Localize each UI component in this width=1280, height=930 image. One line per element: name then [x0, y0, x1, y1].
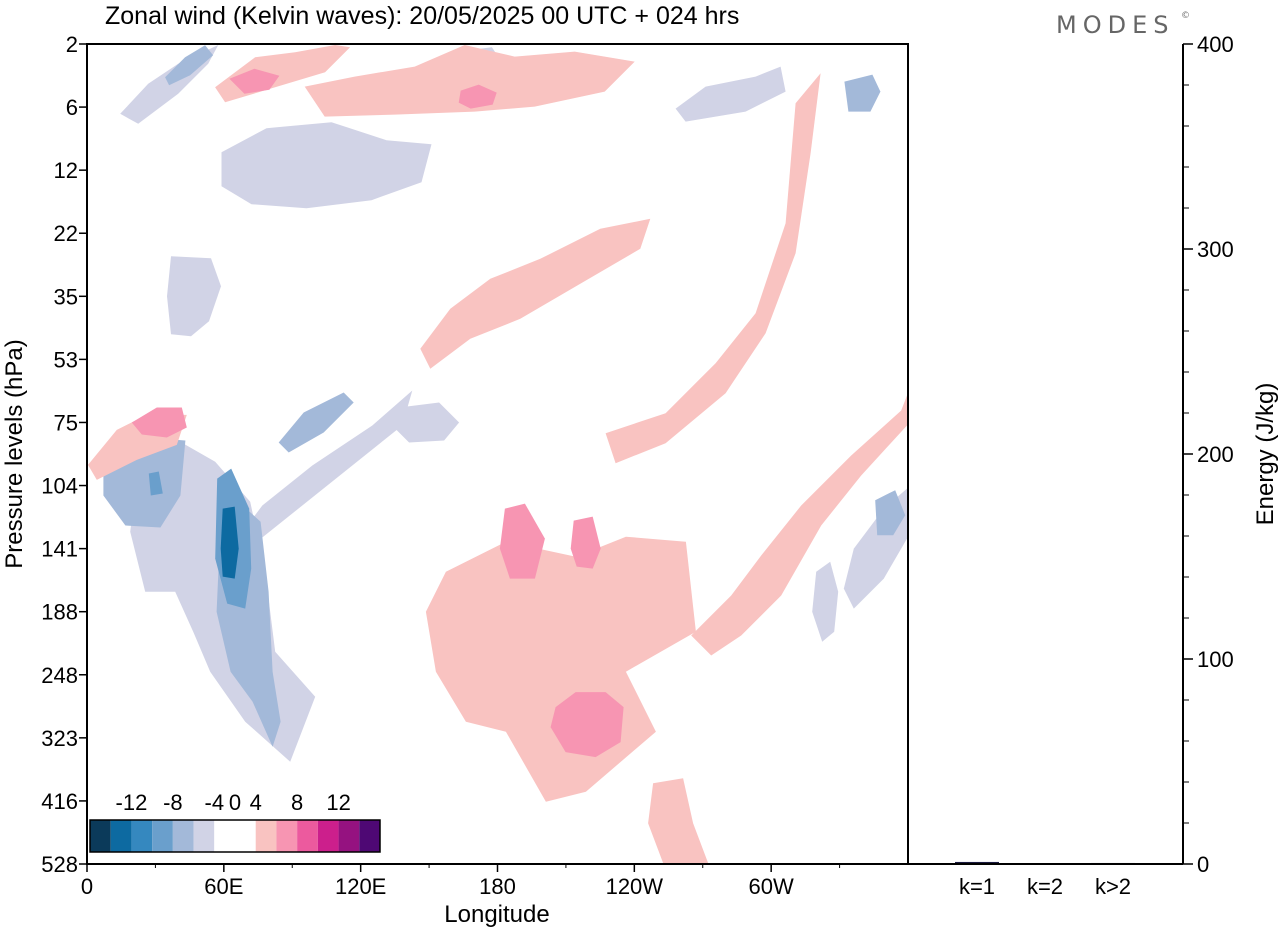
negative-wind-contour [278, 392, 354, 453]
negative-wind-contour [844, 74, 881, 112]
positive-wind-contour [691, 395, 907, 656]
brand-mark: © [1181, 11, 1190, 21]
colorbar-swatch [214, 820, 235, 852]
colorbar-swatch [131, 820, 153, 852]
colorbar-swatch [276, 820, 298, 852]
x-tick-label: 120E [335, 874, 386, 899]
negative-wind-contour [394, 402, 460, 443]
colorbar-swatch [90, 820, 111, 852]
x-tick-label: 60W [749, 874, 794, 899]
colorbar-swatch [338, 820, 360, 852]
positive-wind-contour [229, 68, 280, 94]
x-tick-label: 60E [204, 874, 243, 899]
x-tick-label: 120W [606, 874, 664, 899]
energy-tick-label: 200 [1197, 442, 1234, 467]
colorbar-swatch [297, 820, 318, 852]
y-tick-label: 416 [41, 789, 78, 814]
pressure-axis: 2 6 12 22 35 53 75 104 141 188 248 323 416 528 [41, 32, 87, 877]
energy-tick-label: 400 [1197, 32, 1234, 57]
positive-wind-contour [550, 692, 624, 758]
x-axis-label: Longitude [444, 901, 549, 928]
positive-wind-contour [131, 407, 187, 438]
energy-tick-label: 100 [1197, 647, 1234, 672]
energy-axis-label: Energy (J/kg) [1252, 383, 1279, 526]
energy-axis: 0 100 200 300 400 [1183, 32, 1234, 877]
brand-logo: MODES [1056, 11, 1174, 39]
positive-wind-contour [605, 73, 821, 464]
y-tick-label: 12 [54, 158, 78, 183]
energy-bar-k=1 [955, 861, 999, 864]
map-frame [86, 43, 909, 865]
colorbar-swatch [152, 820, 173, 852]
positive-wind-contour [420, 218, 651, 369]
y-tick-label: 2 [66, 32, 78, 57]
y-tick-label: 35 [54, 284, 78, 309]
negative-wind-contour [148, 471, 163, 496]
y-tick-label: 188 [41, 600, 78, 625]
contour-field [88, 45, 907, 863]
x-tick-label: 180 [479, 874, 516, 899]
y-tick-label: 141 [41, 537, 78, 562]
negative-wind-contour [220, 506, 239, 579]
colorbar-swatch [359, 820, 380, 852]
energy-tick-label: 300 [1197, 237, 1234, 262]
colorbar-label: -4 [205, 790, 225, 815]
colorbar-swatch [255, 820, 277, 852]
colorbar-label: 0 [229, 790, 241, 815]
positive-wind-contour [425, 536, 696, 802]
positive-wind-contour [499, 503, 545, 579]
positive-wind-contour [570, 516, 601, 569]
chart-title: Zonal wind (Kelvin waves): 20/05/2025 00… [105, 2, 739, 30]
colorbar-swatch [235, 820, 256, 852]
colorbar-swatch [193, 820, 215, 852]
negative-wind-contour [167, 256, 221, 337]
negative-wind-contour [165, 45, 214, 86]
y-tick-label: 248 [41, 663, 78, 688]
negative-wind-contour [875, 490, 906, 536]
y-tick-label: 53 [54, 347, 78, 372]
colorbar-swatch [172, 820, 194, 852]
y-tick-label: 6 [66, 95, 78, 120]
y-tick-label: 323 [41, 726, 78, 751]
y-tick-label: 528 [41, 852, 78, 877]
negative-wind-contour [221, 122, 432, 209]
x-tick-label: 0 [81, 874, 93, 899]
colorbar-label: 12 [326, 790, 350, 815]
energy-tick-label: 0 [1197, 852, 1209, 877]
energy-category-label: k>2 [1095, 874, 1131, 899]
y-tick-label: 104 [41, 474, 78, 499]
y-tick-label: 75 [54, 410, 78, 435]
colorbar-label: -8 [163, 790, 183, 815]
colorbar-frame [89, 819, 381, 853]
colorbar-swatch [110, 820, 132, 852]
positive-wind-contour [304, 45, 635, 117]
colorbar-label: -12 [116, 790, 148, 815]
positive-wind-contour [648, 778, 709, 863]
colorbar: -12 -8 -4 0 4 8 12 [87, 782, 387, 862]
energy-category-label: k=1 [959, 874, 995, 899]
negative-wind-contour [812, 561, 839, 642]
energy-bars: k=1 k=2 k>2 [955, 861, 1135, 899]
y-tick-label: 22 [54, 221, 78, 246]
colorbar-label: 4 [250, 790, 262, 815]
y-axis-label: Pressure levels (hPa) [1, 339, 28, 568]
positive-wind-contour [458, 84, 497, 109]
energy-category-label: k=2 [1027, 874, 1063, 899]
negative-wind-contour [675, 66, 786, 122]
colorbar-swatch [317, 820, 339, 852]
longitude-axis: 0 60E 120E 180 120W 60W [81, 864, 841, 899]
colorbar-label: 8 [291, 790, 303, 815]
